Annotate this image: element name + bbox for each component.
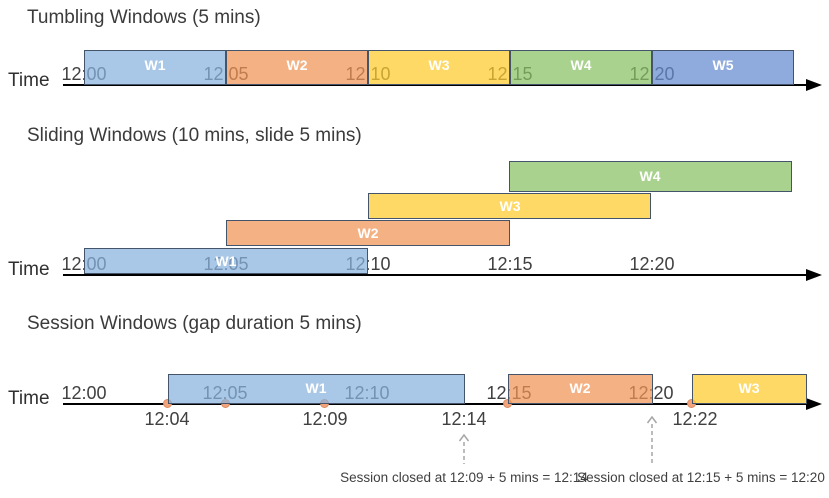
tumbling-window-w2 (226, 50, 368, 85)
session-close-arrow-icon (458, 433, 470, 469)
session-tick-12-00: 12:00 (61, 383, 107, 403)
tumbling-window-w1 (84, 50, 226, 85)
sliding-time-axis-label: Time (8, 259, 50, 280)
sliding-window-label-w1: W1 (215, 253, 237, 269)
sliding-axis-arrowhead-icon (806, 269, 822, 281)
event-time-label-12-14: 12:14 (441, 409, 487, 429)
session-window-label-w2: W2 (569, 380, 591, 396)
sliding-window-label-w2: W2 (357, 225, 379, 241)
sliding-time-axis-line (63, 274, 808, 276)
sliding-tick-12-15: 12:15 (487, 254, 533, 274)
tumbling-window-w5 (652, 50, 794, 85)
session-time-axis-line (63, 403, 808, 405)
session-window-label-w1: W1 (305, 380, 327, 396)
sliding-window-label-w3: W3 (499, 198, 521, 214)
sliding-window-w1 (84, 248, 368, 274)
event-time-label-12-04: 12:04 (144, 409, 190, 429)
session-window-w1 (168, 374, 465, 404)
tumbling-window-label-w4: W4 (570, 57, 592, 73)
event-time-label-12-22: 12:22 (672, 409, 718, 429)
session-close-arrow-icon (646, 415, 658, 469)
sliding-tick-12-20: 12:20 (629, 254, 675, 274)
tumbling-window-label-w5: W5 (712, 57, 734, 73)
session-window-w3 (692, 374, 807, 404)
session-time-axis-label: Time (8, 388, 50, 409)
tumbling-time-axis-label: Time (8, 70, 50, 91)
tumbling-window-label-w2: W2 (286, 57, 308, 73)
sliding-section-title: Sliding Windows (10 mins, slide 5 mins) (27, 125, 362, 146)
session-window-label-w3: W3 (738, 380, 760, 396)
sliding-window-w3 (368, 193, 651, 219)
event-time-label-12-09: 12:09 (302, 409, 348, 429)
sliding-window-w2 (226, 220, 510, 246)
session-axis-arrowhead-icon (806, 398, 822, 410)
session-close-annotation-1: Session closed at 12:09 + 5 mins = 12:14 (340, 470, 588, 485)
session-section-title: Session Windows (gap duration 5 mins) (27, 313, 362, 334)
tumbling-section-title: Tumbling Windows (5 mins) (27, 7, 261, 28)
tumbling-window-w4 (510, 50, 652, 85)
tumbling-time-axis-line (63, 84, 808, 86)
tumbling-window-label-w3: W3 (428, 57, 450, 73)
tumbling-window-w3 (368, 50, 510, 85)
session-close-annotation-2: Session closed at 12:15 + 5 mins = 12:20 (577, 470, 825, 485)
session-window-w2 (508, 374, 653, 404)
sliding-window-w4 (509, 161, 792, 192)
tumbling-window-label-w1: W1 (144, 57, 166, 73)
sliding-window-label-w4: W4 (639, 168, 661, 184)
tumbling-axis-arrowhead-icon (806, 79, 822, 91)
